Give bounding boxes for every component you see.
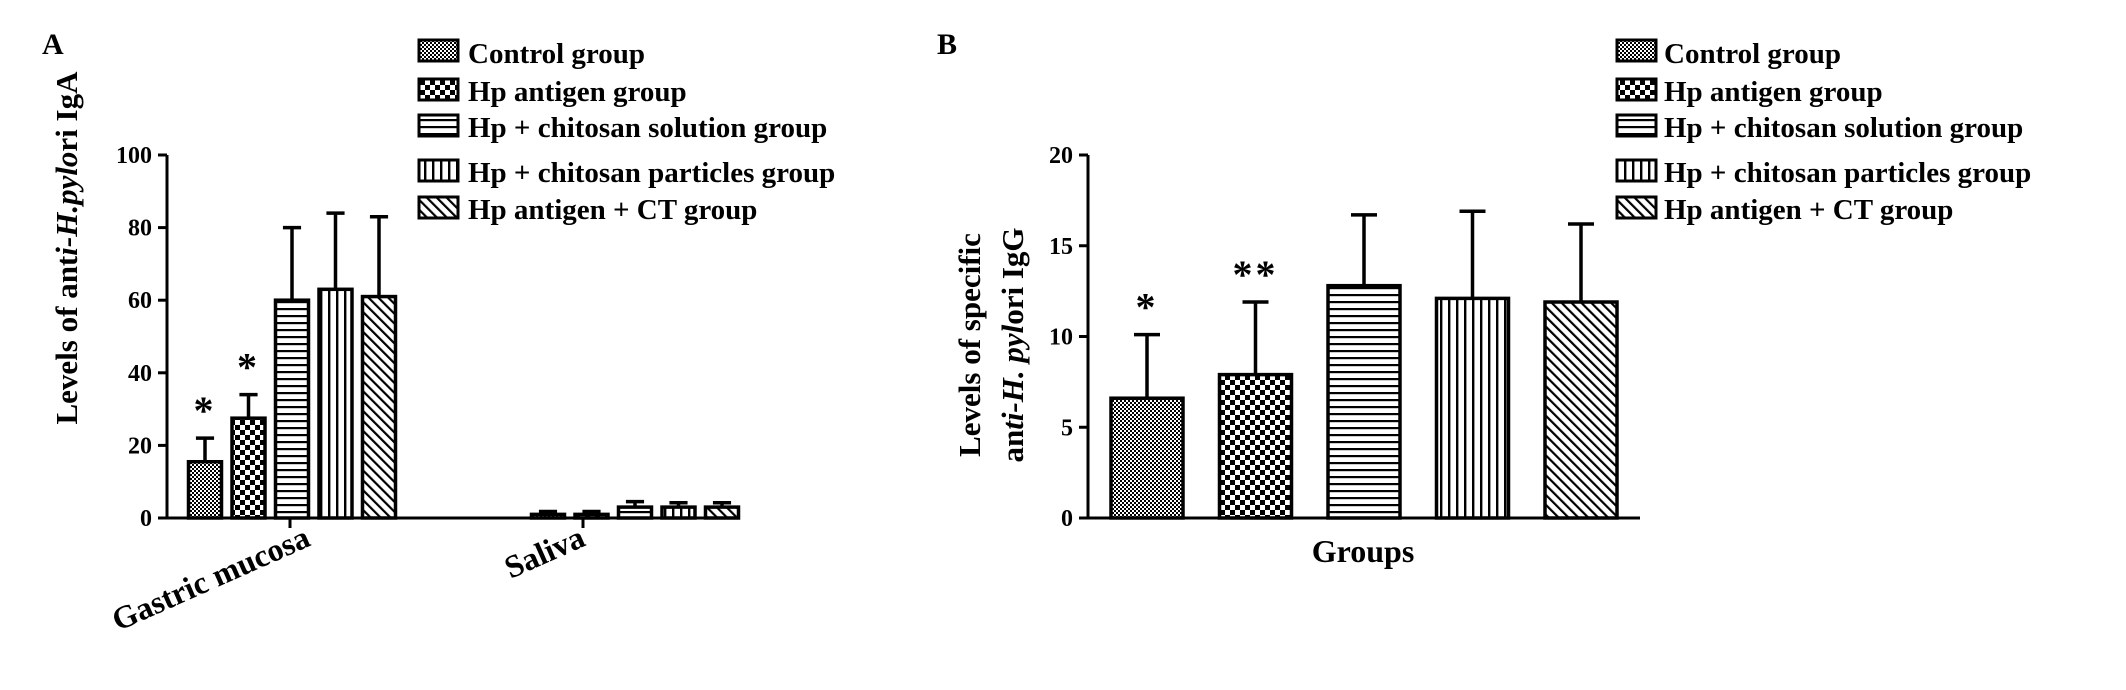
panel-a-y-ticks: 0 20 40 60 80 100 (116, 143, 167, 532)
panel-a-saliva-control-group-error-bar (538, 509, 558, 515)
panel-a-saliva-hp-antigen-ct-group-bar (703, 505, 741, 520)
panel-b-hp-chitosan-particles-group-bar (1434, 296, 1511, 520)
svg-text:Hp + chitosan particles group: Hp + chitosan particles group (1664, 157, 2031, 189)
panel-b-y-ticks: 0 5 10 15 20 (1049, 143, 1088, 532)
panel-b-y-tick-label-10: 10 (1049, 325, 1073, 351)
svg-text:Hp + chitosan solution group: Hp + chitosan solution group (1664, 112, 2023, 144)
panel-a-saliva-hp-antigen-ct-group-error-bar (712, 501, 732, 508)
panel-b-legend-item-control: Control group (1615, 38, 1841, 70)
panel-b-bars (1109, 283, 1619, 520)
panel-a-saliva-hp-chitosan-particles-group-error-bar (669, 501, 688, 508)
svg-text:Control group: Control group (1664, 38, 1841, 70)
panel-b-legend-item-ct: Hp antigen + CT group (1615, 194, 1953, 226)
panel-b-y-tick-label-0: 0 (1061, 506, 1073, 532)
panel-a-legend: Control group Hp antigen group Hp + chit… (417, 38, 835, 226)
panel-a-saliva-hp-antigen-group-error-bar (582, 509, 601, 515)
panel-a-gastric-mucosa-control-group-bar (186, 459, 224, 520)
panel-a-gastric-mucosa-hp-antigen-ct-group-bar (360, 294, 398, 520)
panel-a-bars (186, 287, 741, 520)
panel-a-error-bars (195, 211, 732, 515)
panel-a-legend-item-chitosan-particles: Hp + chitosan particles group (417, 157, 835, 189)
panel-a-gastric-mucosa-hp-chitosan-particles-group-bar (317, 287, 354, 520)
panel-a-gastric-mucosa-hp-chitosan-solution-group-error-bar (282, 225, 302, 301)
svg-text:Hp antigen group: Hp antigen group (468, 76, 687, 108)
panel-a-saliva-hp-chitosan-particles-group-bar (660, 505, 697, 520)
panel-b-y-tick-label-15: 15 (1049, 234, 1073, 260)
panel-a-legend-item-hp-antigen: Hp antigen group (417, 76, 687, 108)
panel-b-legend-item-hp-antigen: Hp antigen group (1615, 76, 1883, 108)
panel-a-saliva-hp-chitosan-solution-group-bar (616, 505, 654, 520)
panel-b-annotations: *** (1136, 252, 1279, 330)
svg-text:Control group: Control group (468, 38, 645, 70)
panel-b-label: B (937, 28, 957, 61)
panel-a-y-tick-label-0: 0 (140, 506, 152, 532)
svg-text:Hp + chitosan solution group: Hp + chitosan solution group (468, 112, 827, 144)
panel-b-control-group-significance-mark: * (1136, 285, 1159, 330)
panel-a-y-tick-label-60: 60 (128, 288, 152, 314)
panel-b-hp-antigen-group-significance-mark: ** (1233, 252, 1279, 297)
panel-b-legend-item-chitosan-solution: Hp + chitosan solution group (1615, 112, 2023, 144)
panel-a-label: A (42, 28, 64, 61)
panel-b-y-tick-label-20: 20 (1049, 143, 1073, 169)
panel-b-hp-antigen-ct-group-bar (1543, 300, 1619, 520)
panel-a-gastric-mucosa-hp-antigen-group-error-bar (239, 392, 258, 419)
panel-b-y-axis-label-line2: anti-H. pylori IgG (995, 227, 1030, 462)
panel-a-gastric-mucosa-control-group-significance-mark: * (194, 388, 217, 433)
panel-a: A Levels of anti-H.pylori IgA 0 20 40 60 80 1… (42, 28, 835, 638)
panel-a-gastric-mucosa-hp-chitosan-solution-group-bar (273, 298, 311, 520)
panel-b: B Levels of specific anti-H. pylori IgG … (937, 28, 2031, 569)
panel-a-gastric-mucosa-hp-antigen-group-significance-mark: * (237, 345, 260, 390)
panel-a-y-axis-label: Levels of anti-H.pylori IgA (49, 71, 84, 425)
panel-a-gastric-mucosa-hp-chitosan-particles-group-error-bar (326, 211, 345, 290)
svg-text:Hp antigen + CT group: Hp antigen + CT group (468, 194, 757, 226)
panel-b-hp-antigen-group-bar (1217, 372, 1294, 520)
svg-text:Hp antigen group: Hp antigen group (1664, 76, 1883, 108)
panel-a-y-tick-label-40: 40 (128, 361, 152, 387)
panel-a-y-tick-label-20: 20 (128, 433, 152, 459)
svg-text:Hp antigen + CT group: Hp antigen + CT group (1664, 194, 1953, 226)
panel-b-y-tick-label-5: 5 (1061, 415, 1073, 441)
panel-a-gastric-mucosa-control-group-error-bar (195, 436, 215, 462)
panel-b-x-axis-label: Groups (1312, 533, 1415, 569)
panel-a-y-tick-label-100: 100 (116, 143, 152, 169)
svg-text:Hp + chitosan particles group: Hp + chitosan particles group (468, 157, 835, 189)
panel-b-control-group-error-bar (1134, 332, 1160, 399)
panel-b-legend: Control group Hp antigen group Hp + chit… (1615, 38, 2031, 226)
panel-b-control-group-bar (1109, 396, 1185, 520)
panel-a-gastric-mucosa-hp-antigen-group-bar (230, 416, 267, 520)
panel-a-y-tick-label-80: 80 (128, 216, 152, 242)
panel-a-saliva-hp-chitosan-solution-group-error-bar (625, 499, 645, 508)
panel-b-hp-chitosan-solution-group-error-bar (1351, 213, 1377, 286)
panel-b-legend-item-chitosan-particles: Hp + chitosan particles group (1615, 157, 2031, 189)
panel-b-error-bars (1134, 209, 1594, 399)
panel-a-gastric-mucosa-hp-antigen-ct-group-error-bar (369, 214, 389, 297)
panel-a-category-label-gastric-mucosa: Gastric mucosa (106, 519, 315, 638)
panel-b-hp-chitosan-solution-group-bar (1326, 283, 1402, 520)
panel-a-category-label-saliva: Saliva (499, 519, 590, 586)
panel-b-hp-antigen-ct-group-error-bar (1568, 222, 1594, 303)
panel-b-hp-chitosan-particles-group-error-bar (1459, 209, 1486, 299)
panel-a-legend-item-ct: Hp antigen + CT group (417, 194, 757, 226)
panel-b-y-axis-label-line1: Levels of specific (952, 233, 987, 457)
panel-a-annotations: ** (194, 345, 260, 434)
panel-a-legend-item-chitosan-solution: Hp + chitosan solution group (417, 112, 827, 144)
panel-b-hp-antigen-group-error-bar (1242, 300, 1269, 375)
panel-a-legend-item-control: Control group (417, 38, 645, 70)
